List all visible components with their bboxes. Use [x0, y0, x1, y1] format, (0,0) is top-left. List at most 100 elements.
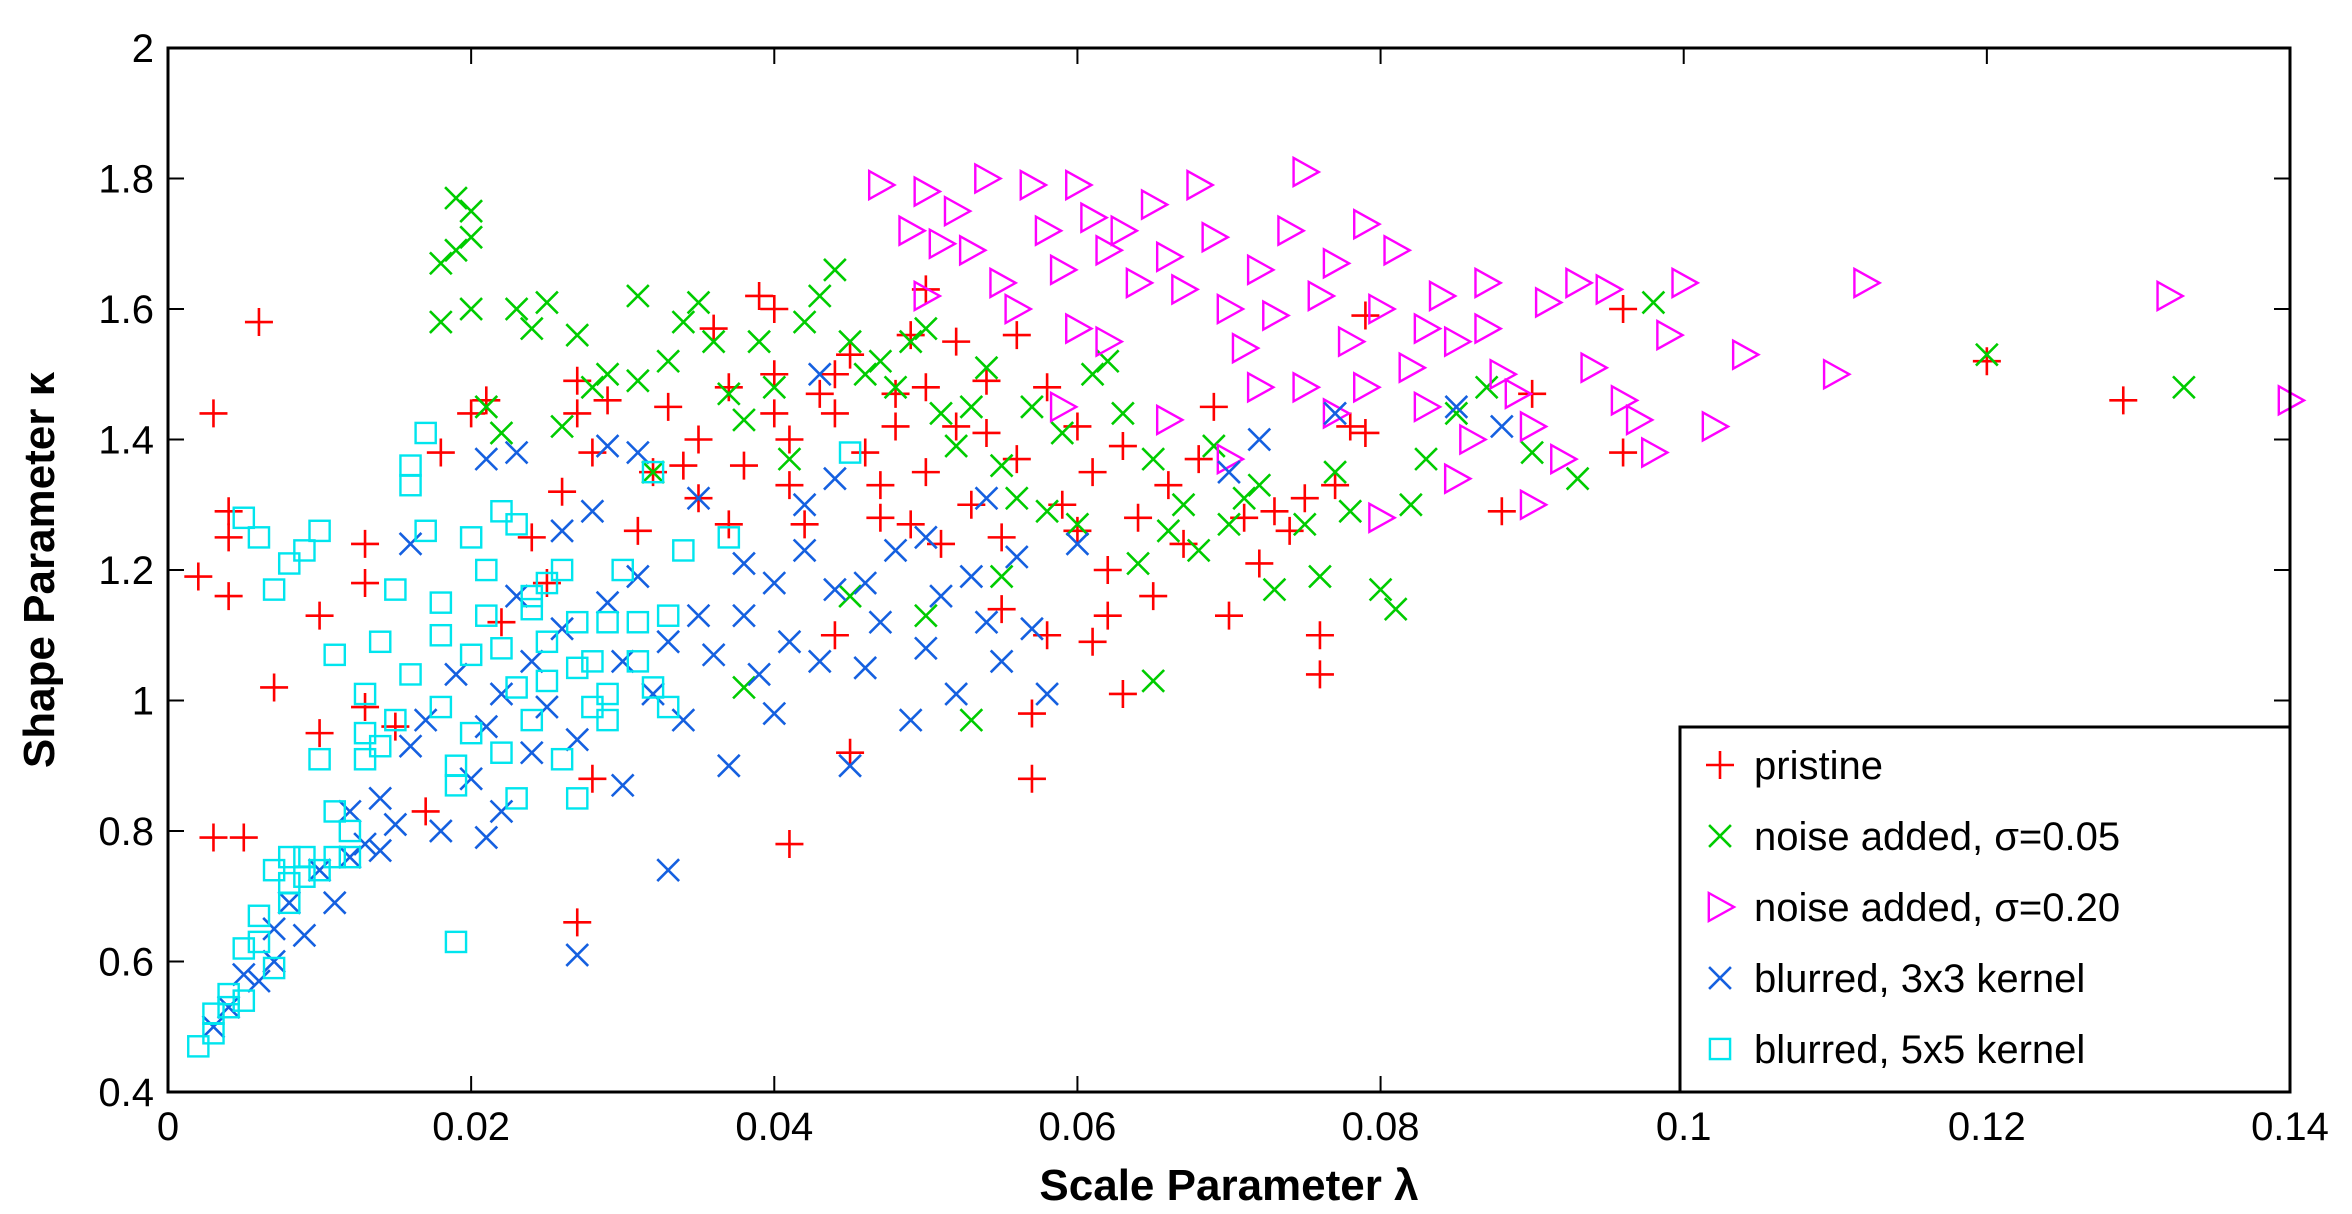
data-point — [1474, 375, 1499, 400]
data-point — [911, 458, 940, 487]
data-point — [672, 539, 695, 562]
legend-marker — [1706, 751, 1734, 779]
data-point — [972, 418, 1001, 447]
data-point — [1065, 512, 1090, 537]
data-point — [1035, 499, 1059, 524]
data-point — [535, 571, 559, 595]
data-point — [1246, 253, 1276, 286]
data-point — [563, 399, 592, 428]
data-point — [414, 421, 437, 445]
data-point — [1444, 401, 1469, 426]
data-point — [1184, 445, 1213, 474]
data-point — [1186, 538, 1211, 563]
data-point — [519, 740, 544, 765]
data-point — [308, 747, 331, 771]
data-point — [519, 649, 544, 674]
data-point — [762, 571, 787, 595]
data-point — [1111, 401, 1135, 426]
data-point — [1110, 214, 1140, 247]
data-point — [322, 890, 347, 915]
series-3 — [201, 362, 1514, 1039]
data-point — [1246, 371, 1276, 404]
data-point — [669, 451, 698, 480]
data-point — [836, 738, 865, 767]
data-point — [807, 362, 832, 387]
series-0 — [184, 275, 2138, 937]
data-point — [989, 266, 1019, 299]
data-point — [187, 1035, 210, 1058]
data-point — [550, 616, 574, 641]
data-point — [1004, 292, 1034, 326]
data-point — [777, 629, 802, 654]
data-point — [426, 438, 455, 467]
data-point — [490, 637, 513, 660]
x-tick-label: 0.04 — [735, 1105, 813, 1149]
data-point — [1519, 488, 1549, 521]
data-point — [1202, 434, 1226, 458]
data-point — [1443, 325, 1473, 358]
data-point — [760, 295, 789, 323]
y-tick-label: 1.6 — [98, 288, 154, 332]
data-point — [247, 526, 271, 549]
legend-item: noise added, σ=0.20 — [1707, 886, 2120, 930]
data-point — [384, 578, 407, 601]
data-point — [762, 375, 787, 400]
data-point — [853, 656, 878, 680]
data-point — [520, 708, 544, 732]
legend: pristine noise added, σ=0.05 noise added, … — [1678, 725, 2292, 1094]
data-point — [595, 362, 620, 387]
data-point — [1822, 358, 1852, 391]
data-point — [1232, 486, 1256, 511]
data-point — [836, 340, 865, 369]
legend-marker — [1707, 890, 1737, 924]
data-point — [1095, 325, 1125, 358]
data-point — [868, 610, 893, 635]
data-point — [1065, 312, 1094, 345]
data-point — [760, 399, 789, 428]
data-point — [671, 310, 696, 334]
data-point — [490, 499, 513, 523]
data-point — [1656, 319, 1686, 352]
data-point — [459, 643, 483, 667]
data-point — [989, 453, 1014, 478]
data-point — [1972, 347, 2001, 376]
data-point — [716, 753, 741, 778]
data-point — [413, 708, 438, 732]
data-point — [1487, 497, 1516, 526]
data-point — [368, 838, 393, 863]
data-point — [1368, 501, 1398, 534]
data-point — [1020, 616, 1044, 641]
data-point — [823, 577, 847, 602]
data-point — [1080, 201, 1110, 234]
data-point — [505, 513, 528, 536]
data-point — [1004, 545, 1029, 569]
data-point — [472, 386, 501, 415]
data-point — [732, 675, 756, 700]
data-point — [1550, 443, 1579, 476]
data-point — [1641, 290, 1666, 315]
data-point — [775, 830, 804, 859]
data-point — [641, 682, 665, 706]
data-point — [1231, 332, 1261, 365]
data-point — [308, 519, 331, 543]
data-point — [883, 375, 908, 400]
data-point — [260, 673, 289, 702]
data-point — [216, 995, 241, 1020]
data-point — [231, 962, 256, 987]
data-point — [974, 355, 999, 380]
data-point — [974, 486, 999, 511]
data-point — [429, 591, 453, 614]
series-1 — [428, 186, 2196, 732]
data-point — [201, 1014, 226, 1039]
data-point — [429, 623, 453, 647]
data-point — [277, 891, 301, 915]
data-point — [914, 525, 938, 550]
data-point — [1155, 403, 1185, 436]
data-point — [866, 503, 895, 532]
data-point — [762, 701, 787, 726]
data-point — [1093, 601, 1122, 630]
data-point — [262, 578, 286, 601]
data-point — [866, 471, 895, 500]
data-point — [853, 362, 878, 387]
data-point — [489, 682, 514, 706]
